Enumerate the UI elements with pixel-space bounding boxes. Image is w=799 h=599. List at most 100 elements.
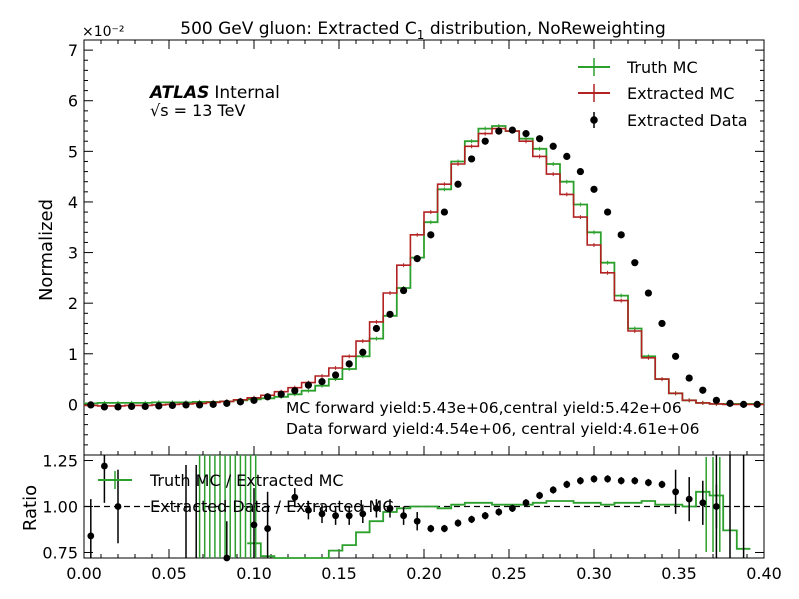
data-ratio-point <box>223 554 231 562</box>
y-tick-label: 7 <box>68 41 78 60</box>
ratio-y-tick-label: 1.00 <box>42 498 78 517</box>
extracted-data-point <box>345 360 353 368</box>
extracted-data-point <box>440 208 448 216</box>
data-ratio-point <box>441 525 448 532</box>
extracted-data-point <box>590 185 598 193</box>
extracted-data-point <box>155 402 163 410</box>
data-ratio-point <box>264 525 271 532</box>
extracted-data-point <box>128 402 136 411</box>
ratio-ticks: 0.00 0.05 0.10 0.15 0.20 0.25 0.30 0.35 0.40 0.75… <box>42 452 781 583</box>
data-ratio-point <box>481 512 489 520</box>
extracted-data-point <box>454 180 462 188</box>
data-ratio-point <box>305 506 312 514</box>
extracted-data-point <box>114 403 122 411</box>
data-ratio-point <box>250 521 258 529</box>
extracted-data-point <box>631 259 639 267</box>
extracted-data-point <box>536 135 544 143</box>
data-ratio-point <box>101 462 108 470</box>
data-ratio-point <box>685 495 693 503</box>
data-yield-annotation: Data forward yield:4.54e+06, central yie… <box>286 420 700 438</box>
extracted-data-point <box>277 390 285 398</box>
data-ratio-point <box>699 499 707 507</box>
extracted-data-point <box>508 126 516 134</box>
main-plot-area <box>84 124 764 411</box>
y-axis-label: Normalized <box>36 199 57 301</box>
extracted-data-point <box>427 231 435 239</box>
x-tick-label: 0.40 <box>746 564 782 583</box>
extracted-mc-histogram <box>84 127 764 407</box>
extracted-data-point <box>740 400 748 408</box>
extracted-data-point <box>209 400 217 408</box>
x-tick-label: 0.25 <box>491 564 527 583</box>
x-tick-label: 0.05 <box>151 564 187 583</box>
ratio-y-axis-label: Ratio <box>20 485 41 531</box>
atlas-label: ATLAS Internal <box>148 83 280 103</box>
x-tick-label: 0.15 <box>321 564 357 583</box>
main-ticks: 0 1 2 3 4 5 6 7 <box>68 40 765 455</box>
y-tick-label: 6 <box>68 92 78 111</box>
ratio-legend: Truth MC / Extracted MC Extracted Data /… <box>98 471 394 516</box>
data-ratio-point <box>549 486 557 494</box>
extracted-data-point <box>685 374 693 382</box>
truth-ratio-histogram <box>247 490 751 559</box>
data-ratio-point <box>563 481 571 488</box>
x-tick-label: 0.30 <box>576 564 612 583</box>
y-tick-label: 1 <box>68 345 78 364</box>
y-tick-label: 3 <box>68 244 78 263</box>
legend-extracted-data-label: Extracted Data <box>627 111 748 130</box>
data-ratio-point <box>631 477 639 485</box>
data-ratio-point <box>468 515 475 523</box>
ratio-legend-data-label: Extracted Data / Extracted MC <box>150 497 394 516</box>
ratio-plot-area <box>84 455 764 562</box>
extracted-data-point <box>549 142 557 150</box>
extracted-data-point <box>291 387 299 395</box>
data-ratio-point <box>332 512 339 520</box>
extracted-data-point <box>182 401 190 409</box>
y-scale-multiplier: ×10⁻² <box>82 24 125 40</box>
x-tick-label: 0.10 <box>236 564 272 583</box>
extracted-data-point <box>563 152 571 161</box>
legend-extracted-data-marker <box>590 116 598 124</box>
data-ratio-point <box>658 481 666 488</box>
extracted-data-point <box>413 255 421 263</box>
extracted-data-point <box>658 319 666 328</box>
extracted-data-point <box>141 402 149 411</box>
data-ratio-point <box>590 475 598 483</box>
extracted-data-point <box>468 155 476 163</box>
main-legend: Truth MC Extracted MC Extracted Data <box>578 58 748 130</box>
ratio-legend-truth-label: Truth MC / Extracted MC <box>149 471 344 490</box>
mc-yield-annotation: MC forward yield:5.43e+06,central yield:… <box>286 399 682 417</box>
extracted-data-point <box>332 371 340 379</box>
data-ratio-point <box>617 477 625 485</box>
extracted-data-point <box>576 167 585 176</box>
data-ratio-point <box>373 504 380 512</box>
extracted-data-point <box>100 403 108 411</box>
extracted-data-point <box>712 396 721 404</box>
x-tick-label: 0.20 <box>406 564 442 583</box>
ratio-y-tick-label: 0.75 <box>42 543 78 562</box>
y-tick-label: 2 <box>68 294 78 313</box>
data-ratio-point <box>645 479 652 486</box>
extracted-data-point <box>726 399 734 407</box>
data-ratio-point <box>359 510 367 518</box>
extracted-data-point <box>304 381 312 389</box>
y-tick-label: 5 <box>68 142 78 161</box>
extracted-data-point <box>87 401 95 409</box>
extracted-data-point <box>359 348 367 356</box>
extracted-data-point <box>481 137 489 145</box>
chart-title: 500 GeV gluon: Extracted C1 distribution… <box>180 19 666 42</box>
extracted-data-point <box>672 352 680 360</box>
data-ratio-point <box>604 475 611 483</box>
extracted-data-point <box>250 396 258 404</box>
y-tick-label: 0 <box>68 395 78 414</box>
data-ratio-point <box>87 532 95 540</box>
extracted-data-point <box>644 289 653 297</box>
extracted-data-point <box>753 400 761 408</box>
x-tick-label: 0.00 <box>66 564 102 583</box>
legend-truth-mc-label: Truth MC <box>626 58 698 77</box>
data-ratio-point <box>427 525 435 532</box>
data-ratio-point <box>114 503 122 510</box>
data-ratio-point <box>522 499 530 507</box>
extracted-data-point <box>223 399 231 407</box>
